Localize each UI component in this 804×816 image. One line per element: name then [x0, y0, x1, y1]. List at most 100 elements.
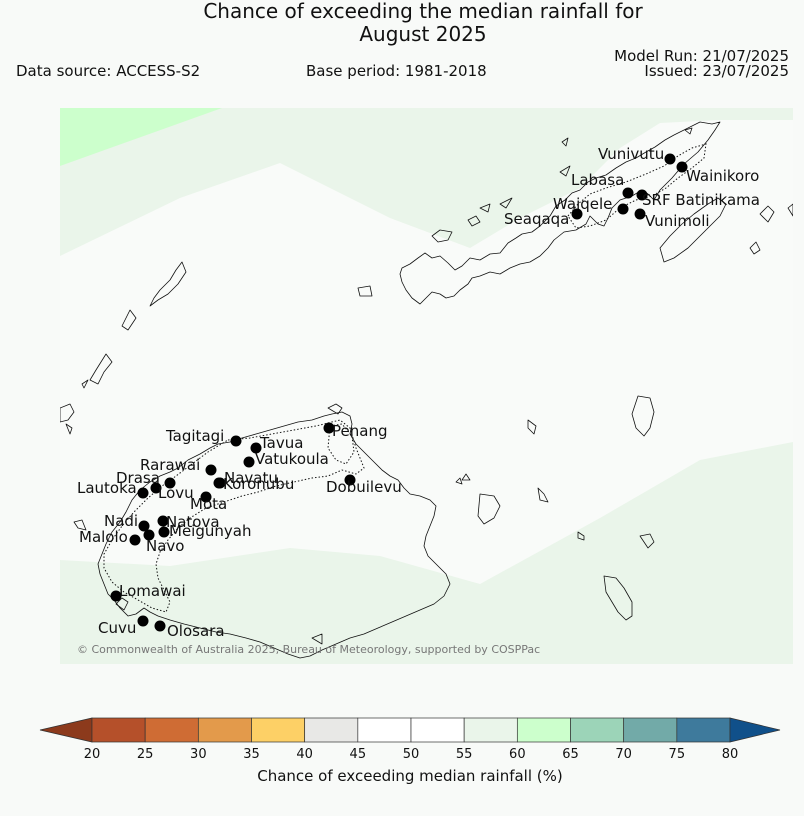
coastline-islet-ne: [759, 205, 775, 223]
coastline-reef-6: [561, 137, 569, 147]
colorbar-tick-label: 30: [190, 747, 207, 762]
title-line-2: August 2025: [359, 22, 487, 46]
station-label: Meigunyah: [169, 522, 251, 540]
station-label: Lovu: [158, 484, 194, 502]
station-marker: [138, 520, 150, 532]
colorbar-tick-label: 75: [669, 747, 686, 762]
coastline-islet-e: [749, 241, 761, 255]
coastline-reef-8: [357, 285, 373, 297]
station-label: Wainikoro: [686, 167, 759, 185]
station-marker: [344, 474, 356, 486]
colorbar-ticks: 20 25 30 35 40 45 50 55 60 65 70 75 80: [84, 747, 739, 762]
colorbar-bin: [516, 717, 571, 743]
station-marker: [154, 620, 166, 632]
station-marker: [617, 203, 629, 215]
station-marker: [164, 477, 176, 489]
coastline-yasawa: [149, 261, 187, 307]
station-label: Lomawai: [119, 582, 186, 600]
coastline-island-kadavu: [477, 493, 501, 525]
station-label: Navatu: [224, 469, 278, 487]
map-title: Chance of exceeding the median rainfall …: [0, 0, 804, 46]
colorbar-tick-label: 55: [456, 747, 473, 762]
station-label: Drasa: [116, 469, 160, 487]
station-marker: [634, 208, 646, 220]
colorbar-under-arrow: [39, 717, 93, 743]
colorbar-tick-label: 25: [137, 747, 154, 762]
colorbar-bin: [304, 717, 359, 743]
colorbar-bin: [676, 717, 731, 743]
coastline-yasawa-2: [121, 309, 137, 331]
station-marker: [664, 153, 676, 165]
colorbar: 20 25 30 35 40 45 50 55 60 65 70 75 80 Chance of exc…: [39, 717, 781, 785]
shade-region-green: [60, 108, 222, 166]
map-panel: Vunivutu Wainikoro Labasa Waiqele SRF Batini…: [60, 108, 793, 664]
colorbar-tick-label: 50: [403, 747, 420, 762]
coastline-island-far-e: [461, 473, 471, 481]
station-marker: [110, 590, 122, 602]
colorbar-bin: [91, 717, 146, 743]
station-marker: [205, 464, 217, 476]
station-label: Rarawai: [140, 456, 200, 474]
station-marker: [200, 491, 212, 503]
station-label: Vunivutu: [598, 145, 664, 163]
map-canvas: Vunivutu Wainikoro Labasa Waiqele SRF Batini…: [60, 108, 793, 664]
colorbar-tick-label: 20: [84, 747, 101, 762]
issued-date: Issued: 23/07/2025: [644, 62, 789, 80]
colorbar-bin: [197, 717, 252, 743]
coastline-island-w: [73, 519, 87, 531]
station-label: Labasa: [571, 171, 624, 189]
station-label: Mota: [190, 495, 227, 513]
coastline-island-east3: [577, 531, 585, 541]
coastline-island-east6: [603, 575, 633, 621]
coastline-yasawa-6: [65, 423, 73, 435]
coastline-island-sw: [115, 597, 129, 611]
station-label: Seaqaqa: [504, 210, 569, 228]
coastline-reef-4: [499, 197, 513, 209]
coastline-yasawa-3: [89, 353, 113, 385]
station-marker: [213, 477, 225, 489]
coastline-viti-levu: [97, 411, 451, 659]
coastline-reef-2: [467, 215, 481, 227]
coastline-taveuni: [659, 197, 727, 263]
station-label: Cuvu: [98, 619, 136, 637]
coastline-islet-ne2: [787, 203, 793, 217]
station-marker: [150, 482, 162, 494]
station-label: Koronubu: [223, 475, 294, 493]
coastline-island-east5: [639, 533, 655, 549]
map-copyright: © Commonwealth of Australia 2025, Bureau…: [77, 643, 540, 656]
station-marker: [243, 456, 255, 468]
colorbar-tick-label: 35: [243, 747, 260, 762]
station-label: Dobuilevu: [326, 478, 402, 496]
coastline-yasawa-5: [60, 403, 75, 423]
coastline-reef-1: [431, 229, 453, 243]
stations-layer: Vunivutu Wainikoro Labasa Waiqele SRF Batini…: [77, 145, 760, 640]
station-label: Tavua: [259, 434, 303, 452]
station-label: Navo: [146, 537, 184, 555]
colorbar-tick-label: 40: [296, 747, 313, 762]
coastline-reef-7: [684, 127, 693, 135]
colorbar-bin: [623, 717, 678, 743]
station-label: Waiqele: [553, 195, 612, 213]
colorbar-tick-label: 45: [350, 747, 367, 762]
coastline: [60, 121, 793, 659]
coastline-reef-5: [559, 165, 571, 177]
station-label: Nadi: [104, 512, 138, 530]
catchment-viti-levu: [103, 419, 365, 613]
data-source: Data source: ACCESS-S2: [16, 62, 201, 80]
colorbar-bin: [410, 717, 465, 743]
colorbar-bin: [463, 717, 518, 743]
coastline-island-east4: [631, 395, 655, 437]
coastline-vanua-levu: [399, 121, 721, 305]
colorbar-bin: [144, 717, 199, 743]
station-marker: [143, 529, 155, 541]
shade-region-north: [60, 108, 793, 256]
colorbar-over-arrow: [729, 717, 781, 743]
catchment-boundaries: [103, 143, 707, 613]
coastline-yasawa-4: [81, 379, 89, 389]
station-marker: [137, 615, 149, 627]
colorbar-bins: [39, 717, 781, 743]
station-marker: [622, 187, 634, 199]
station-marker: [571, 208, 583, 220]
station-marker: [250, 442, 262, 454]
catchment-penang: [327, 423, 355, 465]
